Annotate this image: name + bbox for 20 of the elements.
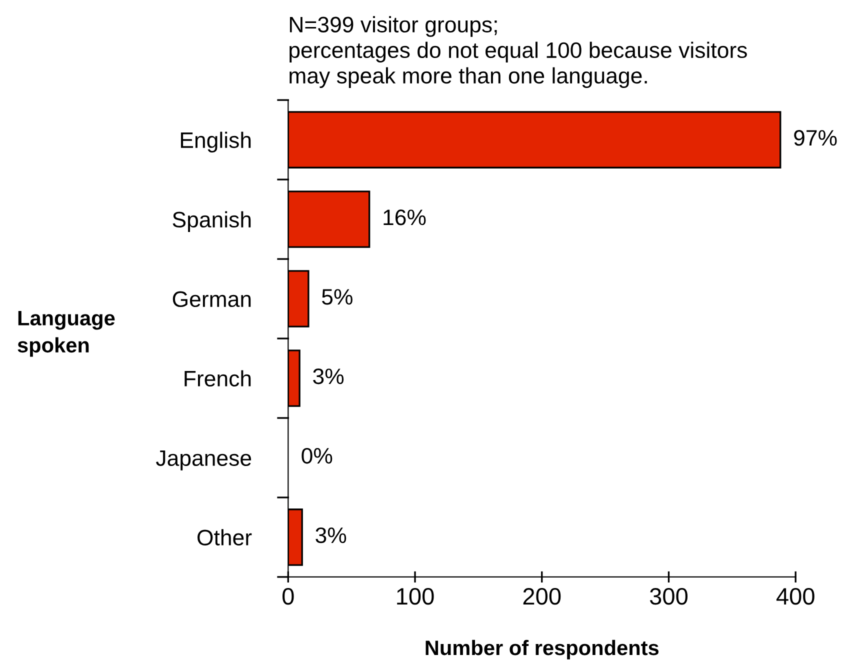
x-tick-label: 200	[523, 588, 561, 605]
x-tick-label: 100	[397, 588, 434, 605]
y-tick-label: English	[180, 132, 251, 152]
y-tick-label: Spanish	[172, 211, 251, 232]
x-tick-label: 400	[776, 588, 814, 605]
annotation: 5%	[322, 289, 352, 305]
annotation: 3%	[313, 368, 344, 384]
annotation: 0%	[302, 448, 332, 464]
y-axis-title: Language spoken	[18, 310, 115, 357]
annotation: 97%	[794, 130, 837, 146]
y-tick-label: German	[172, 291, 251, 308]
chart-title: N=399 visitor groups; percentages do not equal 100 because visitors may speak more than one language.	[290, 16, 747, 88]
y-tick-label: French	[184, 370, 251, 387]
annotation: 3%	[316, 527, 346, 544]
x-axis-title: Number of respondents	[426, 640, 659, 660]
x-tick-label: 0	[282, 588, 294, 605]
annotation: 16%	[384, 210, 426, 226]
y-tick-label: Japanese	[156, 450, 252, 470]
x-tick-label: 300	[650, 588, 688, 605]
y-tick-label: Other	[198, 529, 252, 546]
